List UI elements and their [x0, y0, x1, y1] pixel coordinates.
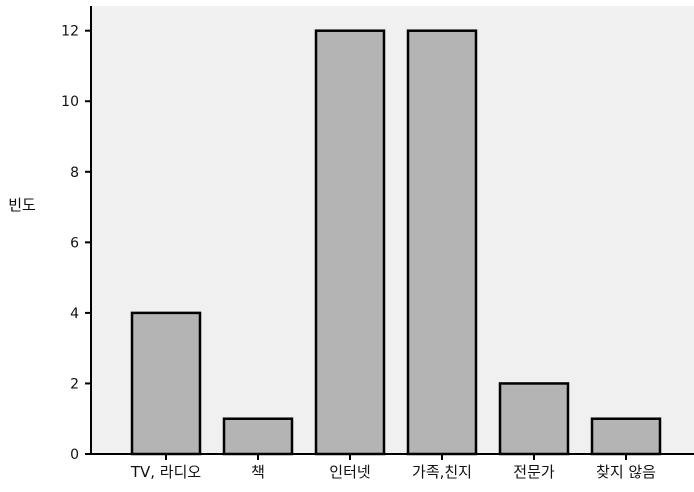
x-tick-label: TV, 라디오 [130, 463, 202, 481]
bar-2 [222, 417, 294, 456]
x-ticks-group: TV, 라디오 책 인터넷 가족,친지 전문가 찾지 않음 [130, 454, 656, 481]
x-tick-label: 인터넷 [329, 463, 370, 481]
y-tick-label: 6 [70, 235, 79, 251]
x-tick-label: 전문가 [513, 463, 555, 481]
y-axis-label: 빈도 [8, 196, 36, 214]
x-tick-label: 책 [251, 463, 265, 481]
axes-group [90, 6, 694, 455]
x-tick-label: 찾지 않음 [596, 463, 656, 481]
y-tick-label: 2 [70, 376, 79, 392]
y-tick-label: 0 [70, 447, 79, 463]
y-tick-label: 8 [70, 165, 79, 181]
bar-6 [590, 417, 662, 456]
bars-group [130, 29, 662, 456]
y-ticks-group: 0 2 4 6 8 10 12 [61, 24, 91, 463]
bar-1 [130, 311, 202, 456]
y-tick-label: 12 [61, 24, 79, 40]
x-tick-label: 가족,친지 [412, 463, 472, 481]
bar-5 [498, 382, 570, 456]
y-tick-label: 10 [61, 94, 79, 110]
y-tick-label: 4 [70, 306, 79, 322]
bar-4 [406, 29, 478, 456]
bar-3 [314, 29, 386, 456]
